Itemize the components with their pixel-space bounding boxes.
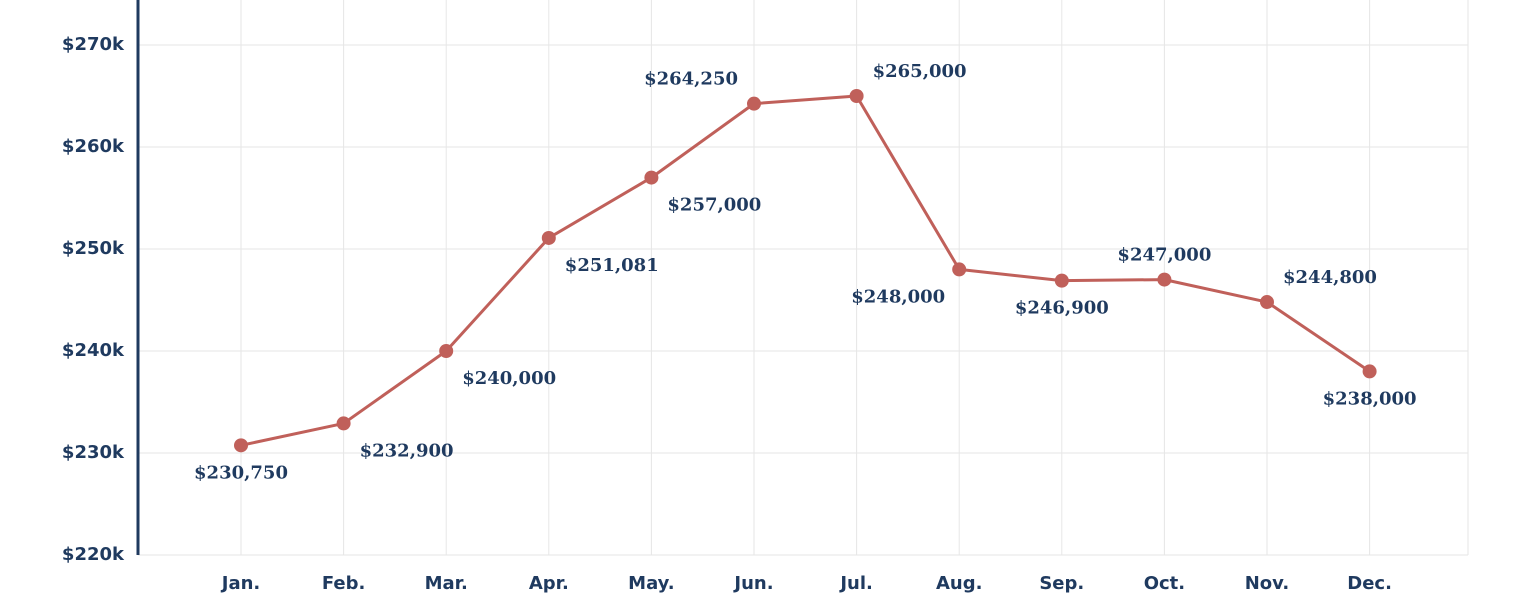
x-tick-label: Jun. bbox=[732, 573, 773, 594]
x-tick-label: Mar. bbox=[425, 573, 468, 594]
data-point bbox=[541, 230, 556, 245]
x-tick-label: Nov. bbox=[1245, 573, 1290, 594]
data-label: $246,900 bbox=[1015, 298, 1109, 319]
series-line bbox=[240, 94, 1371, 447]
data-point bbox=[747, 96, 761, 111]
x-tick-label: Jul. bbox=[838, 573, 873, 594]
data-point bbox=[1362, 364, 1377, 379]
data-point bbox=[439, 344, 454, 358]
data-label: $244,800 bbox=[1283, 267, 1377, 288]
data-point bbox=[952, 262, 967, 277]
data-label: $265,000 bbox=[873, 61, 967, 82]
x-tick-label: May. bbox=[628, 573, 674, 594]
y-tick-label: $240k bbox=[62, 340, 125, 361]
data-label: $247,000 bbox=[1117, 245, 1211, 266]
data-point bbox=[336, 416, 351, 431]
data-point bbox=[644, 170, 659, 185]
grid-lines bbox=[138, 0, 1469, 556]
data-point bbox=[849, 89, 864, 103]
data-label: $257,000 bbox=[667, 195, 761, 216]
y-tick-label: $260k bbox=[62, 136, 125, 157]
data-labels: $230,750 $232,900 $240,000 $251,081 $257,000… bbox=[194, 61, 1417, 483]
data-point bbox=[1260, 295, 1274, 310]
x-tick-label: Oct. bbox=[1144, 573, 1185, 594]
y-tick-label: $270k bbox=[62, 34, 125, 55]
y-axis-ticks: $220k $230k $240k $250k $260k $270k bbox=[62, 34, 125, 565]
y-tick-label: $220k bbox=[62, 544, 125, 565]
data-label: $251,081 bbox=[565, 255, 659, 276]
x-tick-label: Jan. bbox=[220, 573, 261, 594]
x-tick-label: Apr. bbox=[529, 573, 569, 594]
data-label: $248,000 bbox=[851, 286, 945, 307]
x-tick-label: Dec. bbox=[1347, 573, 1392, 594]
y-tick-label: $230k bbox=[62, 442, 125, 463]
data-label: $240,000 bbox=[462, 368, 556, 389]
x-tick-label: Aug. bbox=[936, 573, 982, 594]
x-axis-ticks: Jan. Feb. Mar. Apr. May. Jun. Jul. Aug. Sep. Oct.… bbox=[220, 573, 1392, 594]
data-label: $232,900 bbox=[360, 440, 454, 461]
data-label: $264,250 bbox=[644, 69, 738, 90]
x-tick-label: Sep. bbox=[1039, 573, 1084, 594]
y-tick-label: $250k bbox=[62, 238, 125, 259]
x-tick-label: Feb. bbox=[322, 573, 366, 594]
data-point bbox=[234, 438, 248, 453]
data-label: $230,750 bbox=[194, 462, 288, 483]
series-layer bbox=[234, 89, 1377, 453]
data-point bbox=[1054, 273, 1069, 288]
data-label: $238,000 bbox=[1323, 388, 1417, 409]
data-point bbox=[1157, 272, 1172, 287]
